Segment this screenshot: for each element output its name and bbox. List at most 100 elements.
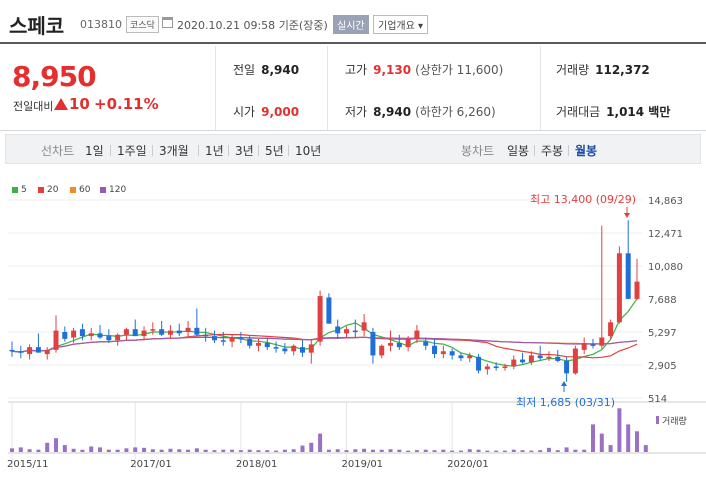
y-tick-label: 7,688 xyxy=(648,295,677,306)
volume-bar xyxy=(124,448,129,452)
tab-1week[interactable]: 1주일 xyxy=(117,144,147,158)
candle-body xyxy=(634,281,640,299)
candle-body xyxy=(115,334,121,341)
candle-body xyxy=(185,327,191,332)
candle-body xyxy=(53,330,59,350)
volume-bar xyxy=(274,450,279,452)
up-triangle-icon xyxy=(54,98,68,110)
y-tick-label: 514 xyxy=(648,394,667,405)
company-info-dropdown[interactable]: 기업개요 ▾ xyxy=(373,15,428,34)
candle-body xyxy=(291,345,297,352)
change-value: 10 xyxy=(69,95,90,113)
candle-chart-label: 봉차트 xyxy=(461,144,495,158)
volume-bar xyxy=(238,450,243,452)
candle-body xyxy=(176,330,182,334)
realtime-button[interactable]: 실시간 xyxy=(333,15,369,34)
volume-bar xyxy=(27,449,32,452)
y-tick-label: 2,905 xyxy=(648,361,677,372)
x-tick-label: 2015/11 xyxy=(7,459,49,470)
candle-body xyxy=(458,355,464,359)
tab-weekly[interactable]: 주봉 xyxy=(541,144,564,158)
tab-1day[interactable]: 1일 xyxy=(85,144,104,158)
volume-bar xyxy=(115,449,120,452)
divider xyxy=(327,46,328,130)
candle-body xyxy=(27,347,33,355)
volume-bar xyxy=(10,448,14,452)
candle-body xyxy=(581,342,587,350)
volume-bar xyxy=(370,449,375,452)
candle-body xyxy=(537,355,543,359)
volume-bar xyxy=(168,448,173,452)
volume-bar xyxy=(476,449,481,452)
candle-body xyxy=(440,351,446,355)
volume-bar xyxy=(379,449,384,452)
candle-body xyxy=(608,322,614,337)
min-price-annotation: 최저 1,685 (03/31) xyxy=(516,396,615,409)
legend-ma60: 60 xyxy=(70,185,90,195)
market-badge: 코스닥 xyxy=(126,16,159,33)
tab-1year[interactable]: 1년 xyxy=(205,144,224,158)
volume-bar xyxy=(54,438,59,452)
candle-body xyxy=(88,333,94,337)
candle-body xyxy=(141,330,147,337)
volume-bar xyxy=(529,450,534,452)
candle-body xyxy=(247,338,253,346)
volume-bar xyxy=(71,448,76,452)
volume-legend-swatch xyxy=(656,416,659,424)
candle-body xyxy=(344,329,350,334)
tab-monthly[interactable]: 월봉 xyxy=(575,144,598,158)
volume-bar xyxy=(441,449,446,452)
candle-body xyxy=(326,297,332,324)
candle-body xyxy=(335,326,341,334)
candle-body xyxy=(625,253,631,299)
candle-body xyxy=(273,347,279,349)
tab-3month[interactable]: 3개월 xyxy=(159,144,189,158)
candle-body xyxy=(564,360,570,374)
chart-tab-bar: 선차트 1일 1주일 3개월 1년 3년 5년 10년 봉차트 일봉 주봉 월봉 xyxy=(5,134,701,164)
candle-body xyxy=(616,253,622,323)
stock-chart[interactable]: 514 2,905 5,297 7,688 10,080 12,471 14,863 2015… xyxy=(0,170,706,487)
volume-bar xyxy=(335,449,340,452)
candle-body xyxy=(317,296,323,342)
tab-3year[interactable]: 3년 xyxy=(235,144,254,158)
volume-bar xyxy=(582,449,587,452)
volume-bar xyxy=(194,448,199,452)
volume-bar xyxy=(397,449,402,452)
candle-body xyxy=(476,356,482,371)
candle-body xyxy=(62,331,68,339)
candle-body xyxy=(123,329,129,335)
tab-daily[interactable]: 일봉 xyxy=(507,144,530,158)
candle-body xyxy=(167,330,173,335)
candle-body xyxy=(299,347,305,353)
volume-bar xyxy=(45,442,50,452)
volume-bar xyxy=(18,447,23,452)
stat-amount: 거래대금 1,014 백만 xyxy=(556,105,671,119)
stock-code: 013810 xyxy=(80,18,122,31)
x-tick-label: 2018/01 xyxy=(236,459,278,470)
stat-prev-close: 전일 8,940 xyxy=(233,63,300,77)
candle-body xyxy=(370,331,376,356)
divider xyxy=(0,130,706,131)
tab-5year[interactable]: 5년 xyxy=(265,144,284,158)
candle-body xyxy=(106,336,112,341)
candle-body xyxy=(502,366,508,368)
y-tick-label: 10,080 xyxy=(648,262,683,273)
volume-bar xyxy=(318,433,323,452)
volume-bar xyxy=(326,449,331,452)
volume-bar xyxy=(89,446,94,452)
volume-bar xyxy=(467,449,472,452)
candle-body xyxy=(132,329,138,337)
candle-body xyxy=(18,351,24,353)
volume-bar xyxy=(590,424,595,452)
candle-body xyxy=(229,337,235,342)
candle-body xyxy=(423,341,429,346)
candle-body xyxy=(79,329,85,337)
volume-bar xyxy=(450,450,455,452)
candle-body xyxy=(9,349,15,352)
tab-10year[interactable]: 10년 xyxy=(295,144,322,158)
legend-swatch xyxy=(100,186,106,193)
volume-bar xyxy=(212,450,217,452)
x-tick-label: 2017/01 xyxy=(130,459,172,470)
candle-body xyxy=(361,322,367,331)
candle-body xyxy=(528,355,534,363)
